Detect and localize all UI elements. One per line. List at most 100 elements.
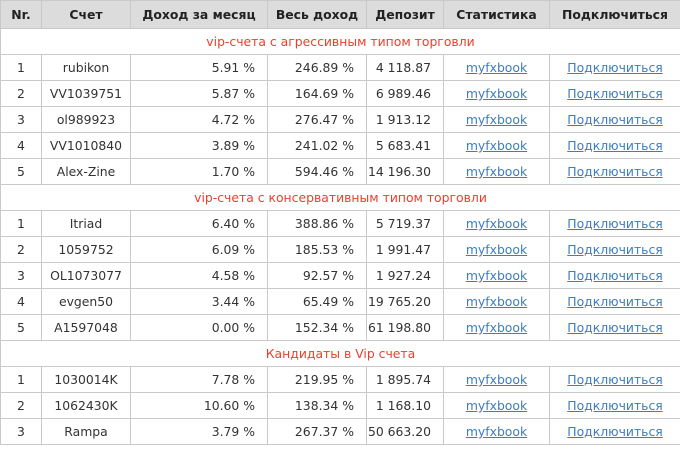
connect-link[interactable]: Подключиться bbox=[567, 60, 663, 75]
connect-cell: Подключиться bbox=[549, 366, 680, 393]
myfxbook-link[interactable]: myfxbook bbox=[465, 216, 528, 231]
accounts-table: Nr. Счет Доход за месяц Весь доход Депоз… bbox=[0, 0, 680, 445]
myfxbook-link[interactable]: myfxbook bbox=[465, 424, 528, 439]
connect-cell: Подключиться bbox=[549, 262, 680, 289]
row-number: 3 bbox=[0, 106, 42, 133]
table-header-row: Nr. Счет Доход за месяц Весь доход Депоз… bbox=[0, 0, 680, 29]
row-number: 4 bbox=[0, 132, 42, 159]
table-row: 1 rubikon 5.91 % 246.89 % 4 118.87 myfxbook По… bbox=[0, 54, 680, 81]
myfxbook-link[interactable]: myfxbook bbox=[465, 320, 528, 335]
stats-cell: myfxbook bbox=[443, 366, 550, 393]
stats-cell: myfxbook bbox=[443, 314, 550, 341]
table-body: vip-счета с агрессивным типом торговли 1 r… bbox=[0, 28, 680, 445]
row-number: 1 bbox=[0, 366, 42, 393]
header-deposit: Депозит bbox=[366, 0, 444, 29]
myfxbook-link[interactable]: myfxbook bbox=[465, 372, 528, 387]
connect-link[interactable]: Подключиться bbox=[567, 372, 663, 387]
row-number: 3 bbox=[0, 262, 42, 289]
monthly-income: 6.40 % bbox=[130, 210, 268, 237]
monthly-income: 7.78 % bbox=[130, 366, 268, 393]
connect-link[interactable]: Подключиться bbox=[567, 164, 663, 179]
table-row: 4 VV1010840 3.89 % 241.02 % 5 683.41 myfxbook… bbox=[0, 132, 680, 159]
deposit-value: 14 196.30 bbox=[366, 158, 444, 185]
connect-cell: Подключиться bbox=[549, 106, 680, 133]
row-number: 5 bbox=[0, 158, 42, 185]
deposit-value: 5 719.37 bbox=[366, 210, 444, 237]
section-title: Кандидаты в Vip счета bbox=[0, 340, 680, 367]
total-income: 267.37 % bbox=[267, 418, 367, 445]
myfxbook-link[interactable]: myfxbook bbox=[465, 60, 528, 75]
account-name: Itriad bbox=[41, 210, 131, 237]
total-income: 138.34 % bbox=[267, 392, 367, 419]
monthly-income: 3.89 % bbox=[130, 132, 268, 159]
stats-cell: myfxbook bbox=[443, 418, 550, 445]
myfxbook-link[interactable]: myfxbook bbox=[465, 112, 528, 127]
stats-cell: myfxbook bbox=[443, 106, 550, 133]
header-statistics: Статистика bbox=[443, 0, 550, 29]
row-number: 5 bbox=[0, 314, 42, 341]
row-number: 1 bbox=[0, 54, 42, 81]
connect-cell: Подключиться bbox=[549, 236, 680, 263]
myfxbook-link[interactable]: myfxbook bbox=[465, 268, 528, 283]
connect-link[interactable]: Подключиться bbox=[567, 424, 663, 439]
connect-link[interactable]: Подключиться bbox=[567, 242, 663, 257]
connect-link[interactable]: Подключиться bbox=[567, 398, 663, 413]
monthly-income: 4.58 % bbox=[130, 262, 268, 289]
connect-link[interactable]: Подключиться bbox=[567, 294, 663, 309]
monthly-income: 3.79 % bbox=[130, 418, 268, 445]
myfxbook-link[interactable]: myfxbook bbox=[465, 398, 528, 413]
myfxbook-link[interactable]: myfxbook bbox=[465, 138, 528, 153]
total-income: 152.34 % bbox=[267, 314, 367, 341]
account-name: ol989923 bbox=[41, 106, 131, 133]
connect-link[interactable]: Подключиться bbox=[567, 138, 663, 153]
section-row: Кандидаты в Vip счета bbox=[0, 340, 680, 367]
table-row: 4 evgen50 3.44 % 65.49 % 19 765.20 myfxbook По… bbox=[0, 288, 680, 315]
table-row: 3 OL1073077 4.58 % 92.57 % 1 927.24 myfxbook П… bbox=[0, 262, 680, 289]
deposit-value: 5 683.41 bbox=[366, 132, 444, 159]
stats-cell: myfxbook bbox=[443, 132, 550, 159]
deposit-value: 61 198.80 bbox=[366, 314, 444, 341]
monthly-income: 1.70 % bbox=[130, 158, 268, 185]
stats-cell: myfxbook bbox=[443, 392, 550, 419]
deposit-value: 1 895.74 bbox=[366, 366, 444, 393]
section-row: vip-счета с консервативным типом торговл… bbox=[0, 184, 680, 211]
stats-cell: myfxbook bbox=[443, 288, 550, 315]
deposit-value: 50 663.20 bbox=[366, 418, 444, 445]
connect-cell: Подключиться bbox=[549, 288, 680, 315]
header-account: Счет bbox=[41, 0, 131, 29]
table-row: 2 VV1039751 5.87 % 164.69 % 6 989.46 myfxbook… bbox=[0, 80, 680, 107]
row-number: 1 bbox=[0, 210, 42, 237]
myfxbook-link[interactable]: myfxbook bbox=[465, 86, 528, 101]
monthly-income: 0.00 % bbox=[130, 314, 268, 341]
section-title: vip-счета с агрессивным типом торговли bbox=[0, 28, 680, 55]
connect-link[interactable]: Подключиться bbox=[567, 268, 663, 283]
account-name: Rampa bbox=[41, 418, 131, 445]
connect-cell: Подключиться bbox=[549, 418, 680, 445]
row-number: 2 bbox=[0, 392, 42, 419]
account-name: 1030014K bbox=[41, 366, 131, 393]
table-row: 3 Rampa 3.79 % 267.37 % 50 663.20 myfxbook Под… bbox=[0, 418, 680, 445]
connect-link[interactable]: Подключиться bbox=[567, 112, 663, 127]
header-total-income: Весь доход bbox=[267, 0, 367, 29]
stats-cell: myfxbook bbox=[443, 210, 550, 237]
connect-link[interactable]: Подключиться bbox=[567, 216, 663, 231]
total-income: 65.49 % bbox=[267, 288, 367, 315]
deposit-value: 1 927.24 bbox=[366, 262, 444, 289]
account-name: 1062430K bbox=[41, 392, 131, 419]
myfxbook-link[interactable]: myfxbook bbox=[465, 242, 528, 257]
total-income: 594.46 % bbox=[267, 158, 367, 185]
connect-link[interactable]: Подключиться bbox=[567, 320, 663, 335]
connect-link[interactable]: Подключиться bbox=[567, 86, 663, 101]
account-name: VV1039751 bbox=[41, 80, 131, 107]
table-row: 2 1062430K 10.60 % 138.34 % 1 168.10 myfxbook… bbox=[0, 392, 680, 419]
myfxbook-link[interactable]: myfxbook bbox=[465, 164, 528, 179]
table-row: 2 1059752 6.09 % 185.53 % 1 991.47 myfxbook По… bbox=[0, 236, 680, 263]
stats-cell: myfxbook bbox=[443, 54, 550, 81]
deposit-value: 1 168.10 bbox=[366, 392, 444, 419]
row-number: 4 bbox=[0, 288, 42, 315]
table-row: 1 1030014K 7.78 % 219.95 % 1 895.74 myfxbook П… bbox=[0, 366, 680, 393]
deposit-value: 19 765.20 bbox=[366, 288, 444, 315]
connect-cell: Подключиться bbox=[549, 210, 680, 237]
myfxbook-link[interactable]: myfxbook bbox=[465, 294, 528, 309]
total-income: 185.53 % bbox=[267, 236, 367, 263]
